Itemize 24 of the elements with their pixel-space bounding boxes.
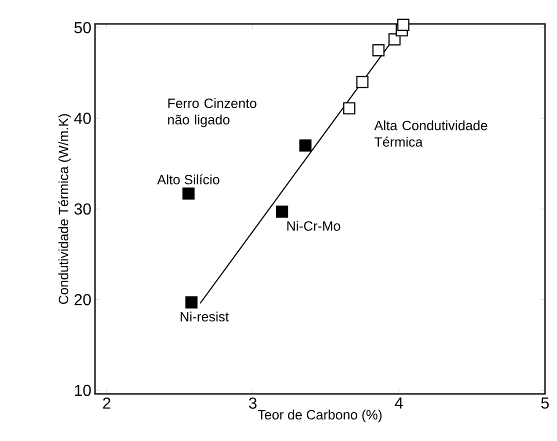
x-tick-label: 5	[541, 398, 549, 409]
point	[299, 139, 312, 152]
point	[372, 44, 385, 56]
annotation: Alta Condutividade Térmica	[374, 120, 488, 147]
annotation: Ni-Cr-Mo	[287, 220, 340, 231]
point	[182, 187, 195, 200]
y-tick-label: 20	[74, 294, 91, 306]
y-tick-label: 50	[74, 22, 91, 34]
annotation: Ferro Cinzento não ligado	[168, 98, 256, 128]
y-tick-label: 40	[74, 112, 91, 124]
annotation: Alto Silício	[157, 174, 220, 184]
point	[397, 18, 410, 31]
x-tick-label: 4	[394, 398, 403, 408]
point	[356, 76, 368, 88]
point	[276, 206, 288, 218]
y-tick-label: 10	[74, 384, 91, 396]
y-axis-title: Condutividade Térmica (W/m.K)	[58, 114, 71, 304]
x-tick-label: 3	[248, 398, 257, 409]
x-axis-title: Teor de Carbono (%)	[258, 410, 382, 422]
point	[343, 102, 356, 114]
x-tick-label: 2	[103, 398, 110, 409]
y-tick-label: 30	[74, 203, 91, 215]
point	[185, 296, 198, 308]
annotation: Ni-resist	[180, 312, 229, 322]
